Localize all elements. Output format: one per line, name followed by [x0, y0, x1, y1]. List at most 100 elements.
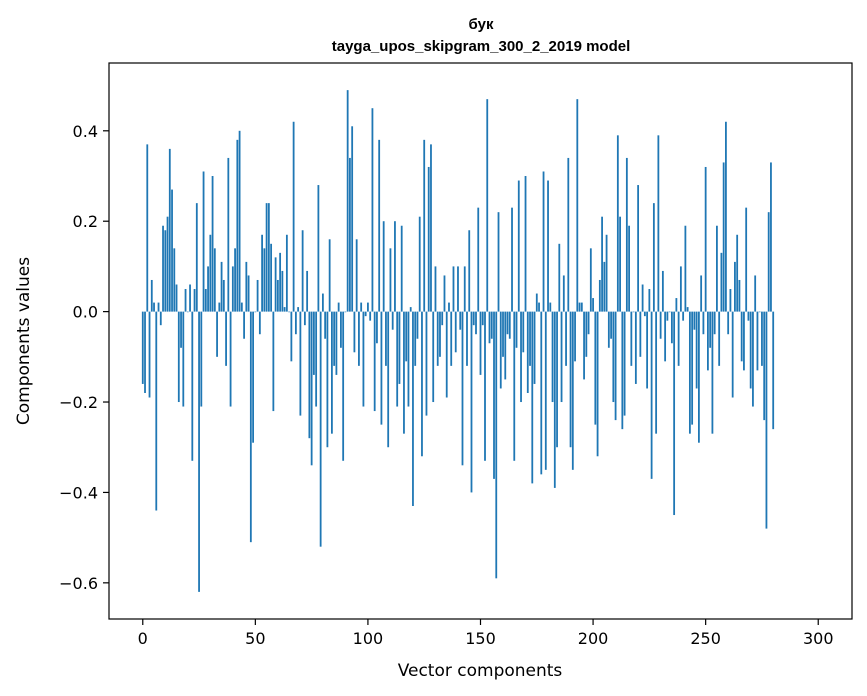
- bar-140: [457, 266, 459, 312]
- bar-193: [576, 99, 579, 312]
- bar-139: [454, 311, 457, 353]
- bar-31: [211, 176, 214, 312]
- bar-134: [443, 275, 446, 312]
- bar-248: [700, 275, 703, 312]
- bar-74: [308, 311, 311, 439]
- bar-81: [324, 311, 327, 339]
- bar-194: [578, 302, 581, 312]
- bar-166: [515, 311, 518, 348]
- bar-82: [326, 311, 329, 448]
- bar-269: [747, 311, 750, 321]
- bar-16: [177, 311, 180, 403]
- bar-259: [725, 121, 727, 312]
- x-tick-label-300: 300: [803, 629, 834, 648]
- bar-116: [403, 311, 405, 434]
- bar-123: [418, 216, 421, 312]
- bar-258: [722, 162, 725, 312]
- chart-title: бук: [469, 16, 494, 33]
- bar-251: [707, 311, 709, 371]
- bar-148: [475, 311, 477, 335]
- bar-227: [652, 203, 655, 312]
- bar-246: [695, 311, 698, 389]
- bar-77: [315, 311, 318, 407]
- bar-51: [256, 279, 259, 312]
- bar-24: [195, 203, 198, 312]
- bar-240: [682, 311, 685, 321]
- bar-42: [236, 139, 239, 312]
- y-axis-ticks: −0.6 −0.4 −0.2 0.0 0.2 0.4: [59, 122, 109, 593]
- bar-205: [603, 261, 606, 312]
- bar-115: [400, 225, 403, 312]
- bar-179: [544, 311, 547, 470]
- bar-3: [148, 311, 151, 398]
- bar-29: [207, 266, 209, 312]
- bar-260: [727, 311, 730, 335]
- bar-22: [191, 311, 194, 461]
- bar-273: [756, 311, 759, 371]
- bar-189: [567, 157, 570, 312]
- bar-270: [749, 311, 752, 389]
- bar-180: [547, 180, 549, 312]
- bar-60: [276, 279, 279, 312]
- bar-214: [623, 311, 626, 416]
- bar-231: [661, 270, 664, 312]
- bar-218: [632, 311, 635, 313]
- bar-159: [499, 311, 502, 389]
- bar-128: [430, 144, 432, 312]
- bar-106: [380, 311, 383, 425]
- bar-94: [353, 311, 356, 353]
- bar-132: [439, 311, 441, 357]
- bar-202: [596, 311, 599, 457]
- bar-0: [141, 311, 144, 384]
- bar-200: [592, 298, 594, 312]
- x-tick-label-250: 250: [690, 629, 721, 648]
- bar-222: [641, 284, 644, 312]
- bar-191: [571, 311, 574, 470]
- bar-225: [648, 289, 651, 312]
- bar-17: [180, 311, 182, 348]
- x-tick-label-50: 50: [245, 629, 265, 648]
- bar-187: [562, 275, 565, 312]
- bar-208: [610, 311, 612, 339]
- bar-142: [461, 311, 464, 466]
- bar-275: [761, 311, 763, 366]
- bar-49: [252, 311, 254, 443]
- bar-125: [423, 139, 426, 312]
- bar-68: [294, 311, 297, 335]
- bar-33: [216, 311, 218, 357]
- y-tick-label-0: −0.6: [59, 574, 98, 593]
- bar-104: [376, 311, 378, 344]
- bar-73: [306, 270, 309, 312]
- bar-144: [466, 311, 468, 366]
- bar-41: [234, 248, 236, 312]
- bar-135: [445, 311, 448, 398]
- bar-195: [580, 302, 583, 312]
- bar-18: [182, 311, 185, 407]
- bar-163: [508, 311, 511, 339]
- x-axis-ticks: 0 50 100 150 200 250 300: [138, 619, 834, 648]
- bar-119: [409, 307, 412, 312]
- bar-118: [407, 311, 410, 407]
- bar-4: [150, 279, 153, 312]
- bar-124: [421, 311, 423, 457]
- bar-199: [589, 248, 592, 312]
- bar-79: [319, 311, 322, 547]
- bar-25: [198, 311, 200, 592]
- bar-83: [328, 239, 331, 312]
- bar-38: [227, 157, 230, 312]
- bar-175: [535, 293, 538, 312]
- bar-136: [448, 302, 450, 312]
- bar-20: [186, 311, 189, 313]
- bar-267: [743, 311, 745, 371]
- bar-233: [666, 311, 669, 321]
- bar-271: [752, 311, 754, 407]
- bar-176: [538, 302, 540, 312]
- bar-216: [628, 225, 630, 312]
- bar-47: [247, 275, 250, 312]
- bar-262: [731, 311, 734, 398]
- bar-177: [540, 311, 543, 475]
- bar-112: [394, 221, 396, 312]
- bar-230: [659, 311, 662, 339]
- bar-103: [373, 311, 376, 412]
- bar-239: [679, 266, 682, 312]
